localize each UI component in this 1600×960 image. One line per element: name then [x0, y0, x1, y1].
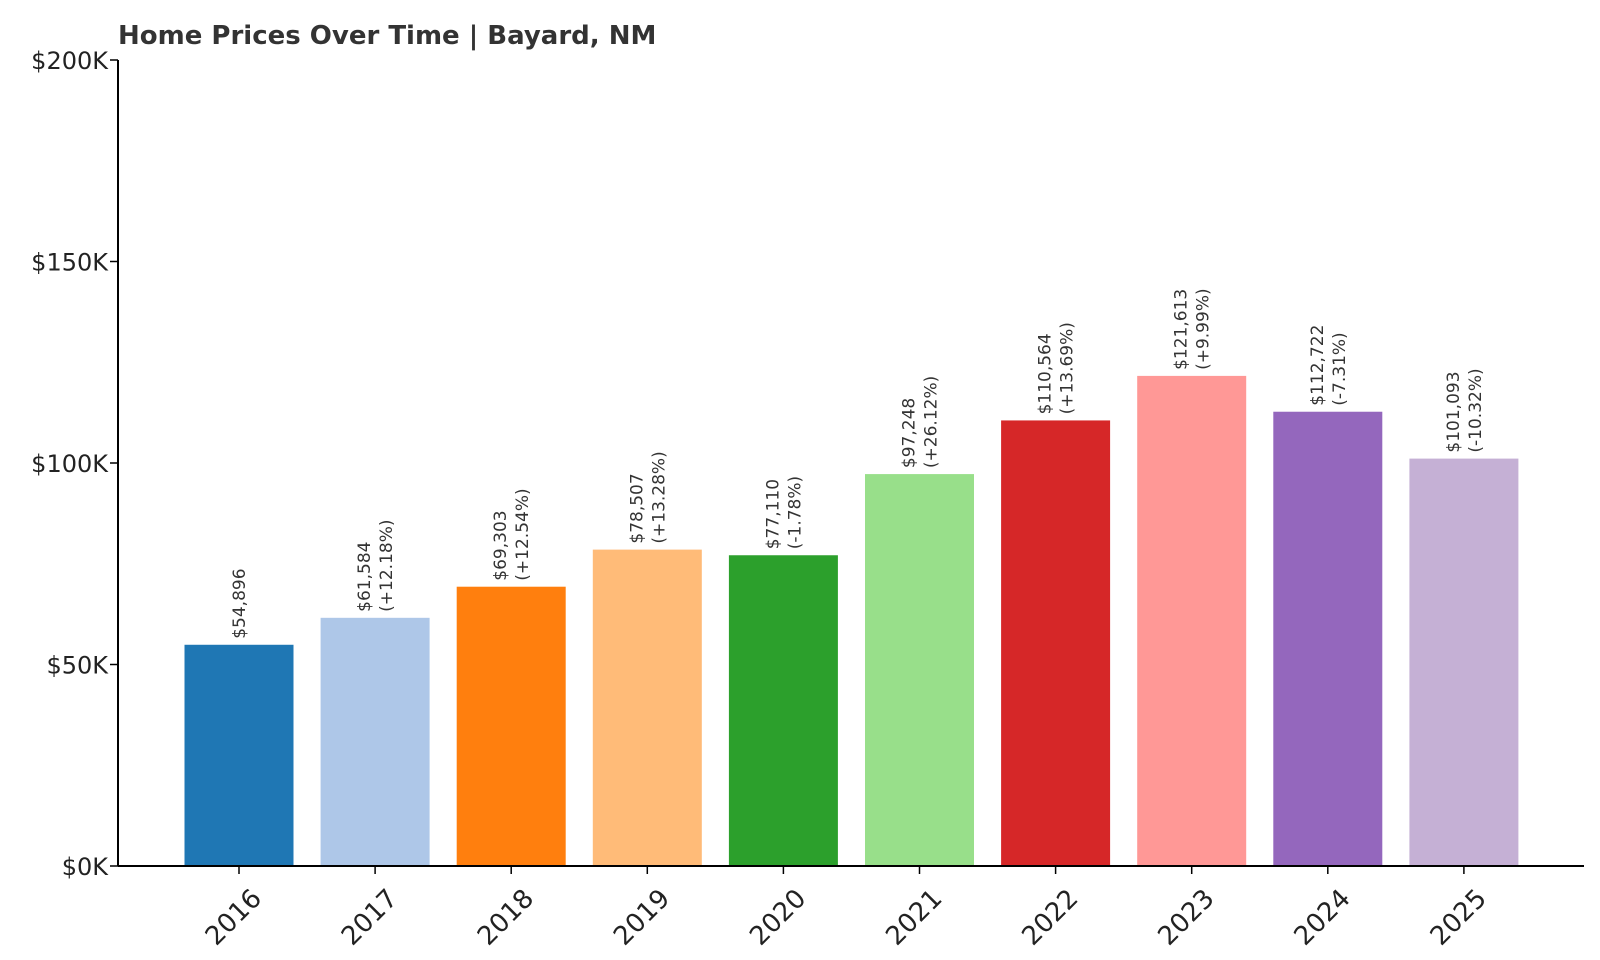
y-tick-label: $50K — [46, 652, 109, 680]
bar-value-label: $97,248 — [900, 398, 920, 468]
bar-change-label: (-10.32%) — [1466, 368, 1486, 452]
y-tick-label: $150K — [31, 249, 109, 277]
bar-value-label: $112,722 — [1308, 325, 1328, 406]
x-tick-label: 2024 — [1289, 884, 1357, 952]
x-tick-label: 2016 — [200, 884, 268, 952]
y-tick-label: $200K — [31, 47, 109, 75]
x-axis: 2016 2017 2018 2019 2020 2021 2022 2023 2024 2025 — [118, 865, 1584, 952]
x-tick-label: 2017 — [336, 884, 404, 952]
bar-2020 — [728, 555, 838, 866]
bar-change-label: (+12.18%) — [377, 519, 397, 611]
bar-2021 — [865, 474, 974, 866]
bar-2025 — [1409, 458, 1519, 866]
bar-2016 — [184, 644, 294, 866]
y-axis: $0K $50K $100K $150K $200K — [31, 47, 119, 881]
x-tick-label: 2023 — [1153, 884, 1221, 952]
bar-change-label: (+13.69%) — [1058, 322, 1078, 414]
bar-2019 — [592, 549, 702, 866]
y-tick-label: $100K — [31, 450, 109, 478]
x-tick-label: 2020 — [744, 884, 812, 952]
bar-value-label: $78,507 — [627, 473, 647, 543]
bar-2018 — [456, 586, 566, 866]
bar-change-label: (-7.31%) — [1330, 332, 1350, 405]
bar-value-label: $121,613 — [1172, 289, 1192, 370]
bar-value-label: $54,896 — [230, 568, 250, 638]
chart-title: Home Prices Over Time | Bayard, NM — [118, 21, 656, 51]
bars-group — [184, 375, 1519, 866]
bar-2024 — [1273, 411, 1383, 866]
x-tick-label: 2022 — [1016, 884, 1084, 952]
bar-change-label: (-1.78%) — [785, 476, 805, 549]
bar-change-label: (+26.12%) — [922, 376, 942, 468]
y-tick-label: $0K — [62, 853, 110, 881]
x-tick-label: 2021 — [880, 884, 948, 952]
bar-value-label: $110,564 — [1036, 333, 1056, 414]
bar-2022 — [1001, 420, 1111, 866]
bar-labels-group: $54,896 $61,584 (+12.18%) $69,303 (+12.54%) $… — [230, 288, 1486, 638]
bar-change-label: (+13.28%) — [649, 451, 669, 543]
bar-change-label: (+12.54%) — [513, 488, 533, 580]
x-tick-label: 2019 — [608, 884, 676, 952]
bar-value-label: $101,093 — [1444, 371, 1464, 452]
bar-value-label: $61,584 — [355, 542, 375, 612]
bar-2023 — [1137, 375, 1247, 866]
bar-2017 — [320, 617, 430, 866]
bar-value-label: $77,110 — [763, 479, 783, 549]
bar-change-label: (+9.99%) — [1194, 288, 1214, 370]
x-tick-label: 2025 — [1425, 884, 1493, 952]
bar-value-label: $69,303 — [491, 510, 511, 580]
x-tick-label: 2018 — [472, 884, 540, 952]
